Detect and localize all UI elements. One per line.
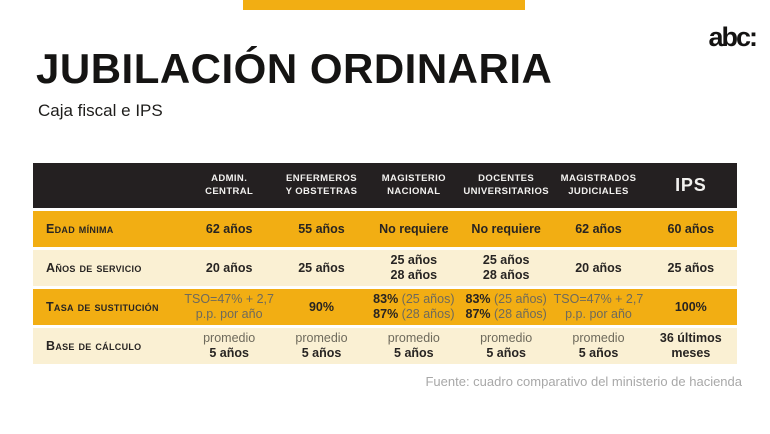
- column-header: ENFERMEROS Y OBSTETRAS: [285, 172, 358, 197]
- table-cell: 25 años: [275, 250, 367, 286]
- cell-line: promedio: [203, 331, 256, 346]
- cell-line: 62 años: [205, 221, 253, 236]
- cell-line: 36 últimos: [659, 331, 722, 346]
- table-cell: 62 años: [552, 211, 644, 247]
- comparison-table: ADMIN. CENTRAL ENFERMEROS Y OBSTETRAS MAGIST…: [33, 163, 737, 364]
- cell-line: 60 años: [667, 221, 715, 236]
- table-cell: promedio 5 años: [183, 328, 275, 364]
- cell-line: promedio: [387, 331, 440, 346]
- column-header-spacer: [33, 163, 183, 208]
- table-row: Base de cálculo promedio 5 años promedio 5 a…: [33, 328, 737, 364]
- table-cell: promedio 5 años: [552, 328, 644, 364]
- row-label: Base de cálculo: [46, 339, 142, 353]
- top-accent-bar: [243, 0, 525, 10]
- cell-line: 90%: [308, 299, 334, 314]
- cell-line: promedio: [295, 331, 348, 346]
- row-label: Edad mínima: [46, 222, 114, 236]
- column-header: ADMIN. CENTRAL: [205, 172, 254, 197]
- row-label: Tasa de sustitución: [46, 300, 159, 314]
- cell-line: 5 años: [486, 346, 526, 360]
- table-row: Edad mínima 62 años 55 años No requiere No r…: [33, 211, 737, 247]
- cell-line: 28 años: [482, 268, 530, 282]
- cell-line: promedio: [572, 331, 625, 346]
- cell-line: 62 años: [575, 221, 622, 236]
- source-note: Fuente: cuadro comparativo del ministeri…: [425, 374, 742, 389]
- cell-line: No requiere: [379, 221, 449, 236]
- column-header: IPS: [675, 175, 707, 196]
- cell-line: meses: [671, 346, 711, 360]
- page-title: JUBILACIÓN ORDINARIA: [36, 45, 553, 92]
- table-cell: promedio 5 años: [275, 328, 367, 364]
- cell-line: TSO=47% + 2,7: [184, 292, 274, 307]
- row-label: Años de servicio: [46, 261, 142, 275]
- cell-line: 25 años: [482, 253, 530, 268]
- column-header: MAGISTERIO NACIONAL: [381, 172, 446, 197]
- cell-line: No requiere: [471, 221, 541, 236]
- table-cell: 25 años: [645, 250, 737, 286]
- cell-line: 20 años: [205, 260, 253, 275]
- table-cell: 62 años: [183, 211, 275, 247]
- cell-line: 83% (25 años): [373, 292, 455, 307]
- table-cell: 25 años 28 años: [368, 250, 460, 286]
- table-cell: No requiere: [460, 211, 552, 247]
- cell-line: 100%: [674, 299, 707, 314]
- cell-line: 87% (28 años): [373, 307, 455, 321]
- column-header: MAGISTRADOS JUDICIALES: [560, 172, 637, 197]
- cell-line: p.p. por año: [565, 307, 632, 321]
- cell-line: 5 años: [209, 346, 249, 360]
- page-subtitle: Caja fiscal e IPS: [38, 101, 163, 120]
- table-cell: 20 años: [552, 250, 644, 286]
- cell-line: 25 años: [298, 260, 345, 275]
- cell-line: TSO=47% + 2,7: [553, 292, 644, 307]
- cell-line: 83% (25 años): [465, 292, 547, 307]
- cell-line: 25 años: [390, 253, 438, 268]
- table-cell: 25 años 28 años: [460, 250, 552, 286]
- column-header: DOCENTES UNIVERSITARIOS: [463, 172, 549, 197]
- table-cell: 60 años: [645, 211, 737, 247]
- table-cell: promedio 5 años: [368, 328, 460, 364]
- table-cell: 83% (25 años) 87% (28 años): [460, 289, 552, 325]
- table-cell: 100%: [645, 289, 737, 325]
- cell-line: 5 años: [578, 346, 619, 360]
- table-cell: TSO=47% + 2,7 p.p. por año: [183, 289, 275, 325]
- cell-line: 55 años: [298, 221, 345, 236]
- cell-line: p.p. por año: [195, 307, 263, 321]
- cell-line: 5 años: [394, 346, 434, 360]
- table-cell: promedio 5 años: [460, 328, 552, 364]
- table-cell: 83% (25 años) 87% (28 años): [368, 289, 460, 325]
- table-cell: 90%: [275, 289, 367, 325]
- table-cell: 36 últimos meses: [645, 328, 737, 364]
- table-header: ADMIN. CENTRAL ENFERMEROS Y OBSTETRAS MAGIST…: [33, 163, 737, 208]
- cell-line: 20 años: [575, 260, 622, 275]
- cell-line: 25 años: [667, 260, 715, 275]
- abc-logo: abc:: [708, 22, 758, 52]
- table-cell: 20 años: [183, 250, 275, 286]
- table-row: Tasa de sustitución TSO=47% + 2,7 p.p. por…: [33, 289, 737, 325]
- table-cell: TSO=47% + 2,7 p.p. por año: [552, 289, 644, 325]
- table-row: Años de servicio 20 años 25 años 25 años 28 …: [33, 250, 737, 286]
- cell-line: 28 años: [390, 268, 438, 282]
- cell-line: promedio: [480, 331, 533, 346]
- cell-line: 87% (28 años): [465, 307, 547, 321]
- cell-line: 5 años: [301, 346, 342, 360]
- table-cell: 55 años: [275, 211, 367, 247]
- table-cell: No requiere: [368, 211, 460, 247]
